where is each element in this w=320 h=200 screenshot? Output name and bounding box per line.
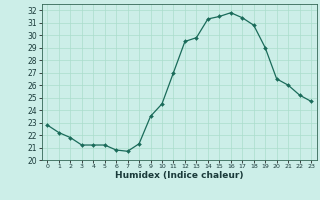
X-axis label: Humidex (Indice chaleur): Humidex (Indice chaleur) [115, 171, 244, 180]
